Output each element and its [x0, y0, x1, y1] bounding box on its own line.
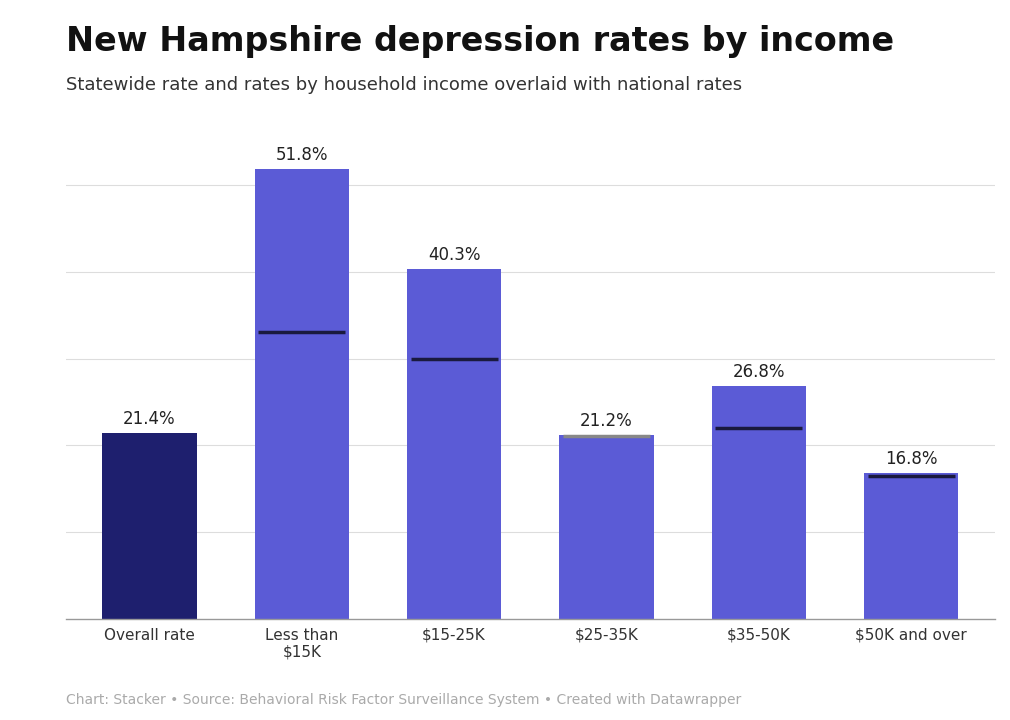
Text: 40.3%: 40.3%: [428, 246, 481, 264]
Text: New Hampshire depression rates by income: New Hampshire depression rates by income: [66, 25, 894, 58]
Text: 16.8%: 16.8%: [885, 450, 937, 468]
Bar: [407, 269, 501, 619]
Text: 21.4%: 21.4%: [123, 410, 176, 428]
Bar: [864, 473, 958, 619]
Bar: [102, 433, 197, 619]
Text: Statewide rate and rates by household income overlaid with national rates: Statewide rate and rates by household in…: [66, 76, 741, 94]
Bar: [711, 387, 806, 619]
Text: 51.8%: 51.8%: [276, 146, 328, 164]
Bar: [255, 169, 349, 619]
Text: 26.8%: 26.8%: [732, 363, 785, 381]
Text: Chart: Stacker • Source: Behavioral Risk Factor Surveillance System • Created wi: Chart: Stacker • Source: Behavioral Risk…: [66, 693, 741, 707]
Text: 21.2%: 21.2%: [580, 412, 633, 430]
Bar: [560, 435, 653, 619]
